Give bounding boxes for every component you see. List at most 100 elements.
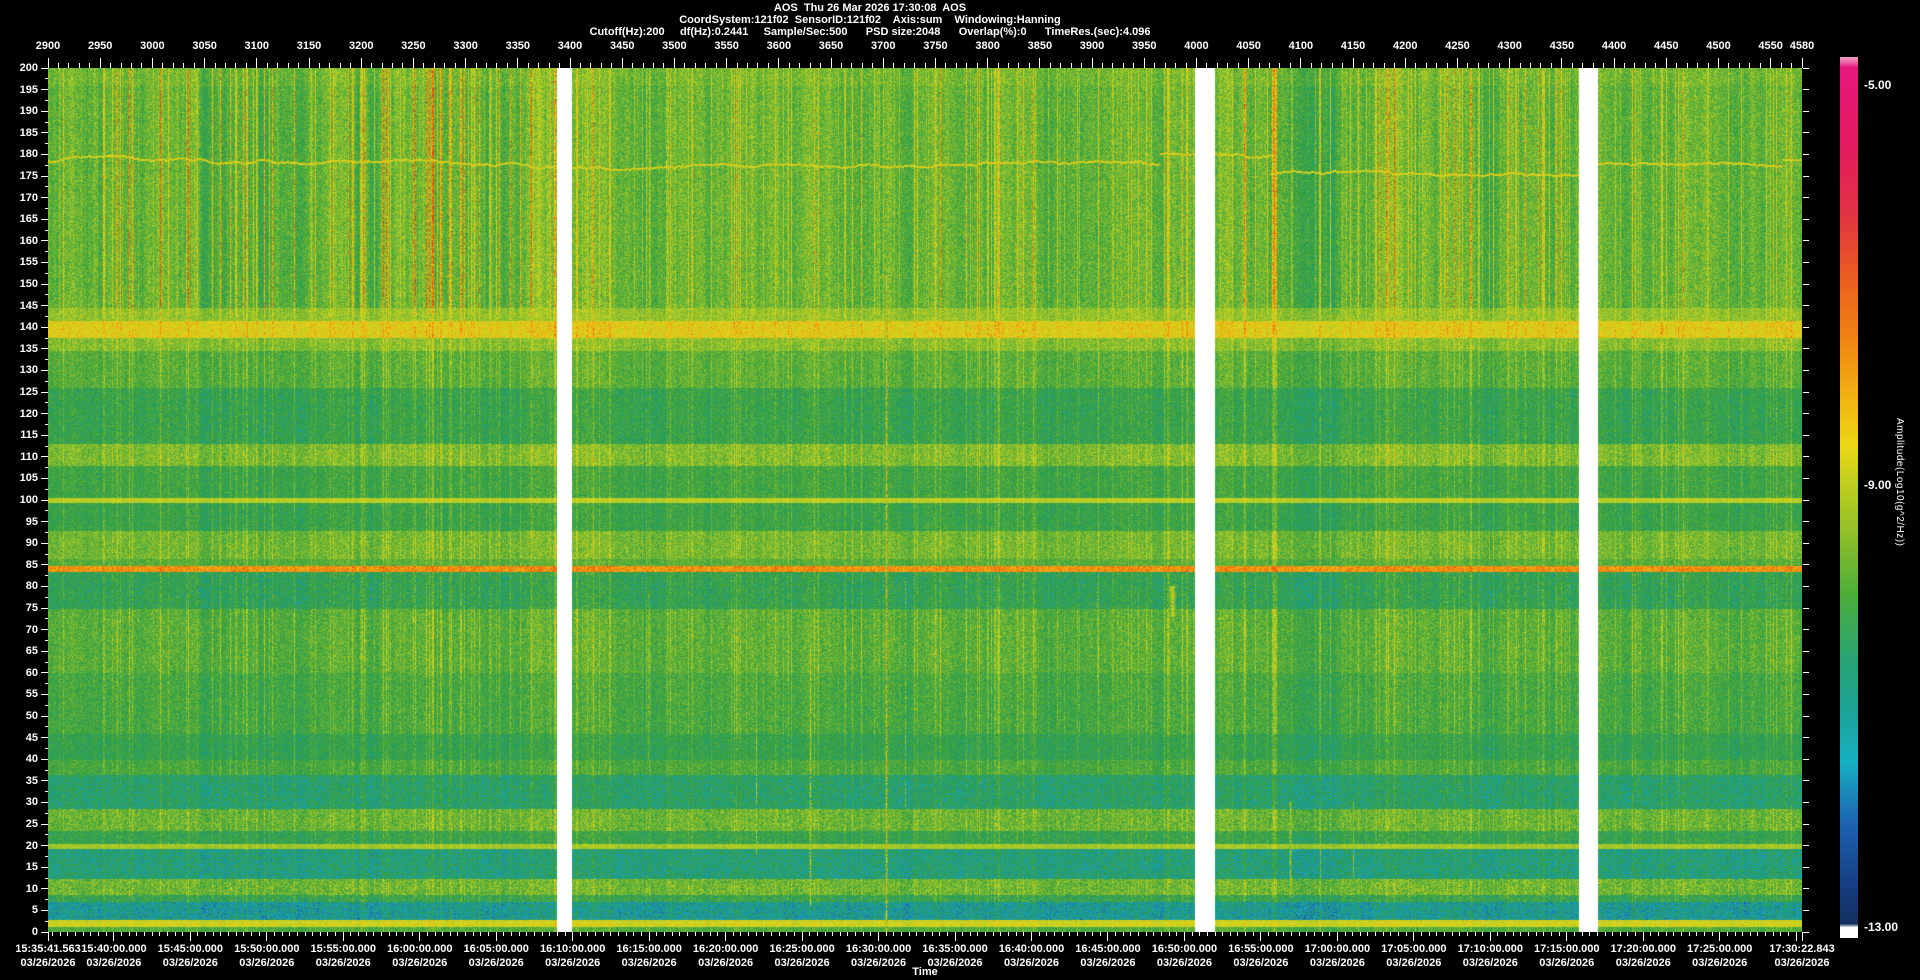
axis-tick: [45, 99, 48, 101]
axis-tick: [1803, 715, 1809, 717]
axis-tick: [786, 932, 788, 936]
axis-tick: [1425, 63, 1427, 68]
axis-tick: [1791, 63, 1793, 68]
axis-tick: [449, 932, 451, 936]
frequency-label: 40: [25, 753, 38, 766]
axis-tick: [1306, 932, 1308, 936]
axis-tick: [128, 932, 130, 936]
axis-tick: [1719, 932, 1721, 941]
axis-tick: [45, 207, 48, 209]
header: AOS Thu 26 Mar 2026 17:30:08 AOS CoordSy…: [0, 2, 1740, 38]
axis-tick: [1759, 63, 1761, 68]
axis-tick: [197, 932, 199, 936]
axis-tick: [736, 63, 738, 68]
axis-tick: [220, 932, 222, 936]
frequency-label: 75: [25, 602, 38, 614]
frequency-label: 60: [25, 666, 38, 679]
axis-tick: [266, 63, 268, 68]
axis-tick: [228, 932, 230, 936]
axis-tick: [339, 63, 341, 68]
frequency-label: 180: [19, 148, 38, 161]
axis-tick: [1734, 932, 1736, 936]
top-axis-label: 4450: [1654, 40, 1679, 52]
axis-tick: [579, 63, 581, 68]
axis-tick: [1153, 932, 1155, 936]
date-label: 03/26/2026: [392, 957, 448, 969]
top-axis-label: 3450: [609, 40, 635, 52]
frequency-label: 195: [19, 83, 38, 96]
time-label: 17:30:22.843: [1769, 943, 1835, 955]
axis-tick: [732, 932, 734, 936]
axis-tick: [1738, 63, 1740, 68]
axis-tick: [1571, 63, 1573, 68]
axis-tick: [1130, 932, 1132, 936]
top-axis-label: 4580: [1789, 40, 1815, 52]
axis-tick: [105, 932, 107, 936]
axis-tick: [847, 932, 849, 936]
axis-tick: [1122, 63, 1124, 68]
date-label: 03/26/2026: [927, 957, 983, 969]
axis-tick: [799, 63, 801, 68]
axis-tick: [684, 63, 686, 68]
axis-tick: [511, 932, 512, 936]
axis-tick: [1592, 63, 1594, 68]
axis-tick: [41, 909, 48, 911]
axis-tick: [396, 932, 398, 936]
frequency-label: 120: [19, 407, 38, 420]
axis-tick: [287, 63, 289, 68]
axis-tick: [1803, 326, 1809, 328]
date-label: 03/26/2026: [86, 957, 142, 969]
axis-tick: [1803, 845, 1809, 847]
axis-tick: [1561, 58, 1563, 68]
axis-tick: [1803, 261, 1809, 263]
time-label: 17:05:00.000: [1381, 943, 1447, 955]
frequency-label: 80: [25, 580, 38, 593]
axis-tick: [235, 932, 237, 936]
frequency-label: 140: [19, 321, 38, 334]
time-label: 17:25:00.000: [1686, 943, 1753, 955]
axis-tick: [618, 932, 620, 936]
axis-tick: [1459, 932, 1461, 936]
axis-tick: [273, 932, 275, 936]
axis-tick: [977, 932, 979, 936]
axis-tick: [41, 305, 48, 307]
date-label: 03/26/2026: [1462, 957, 1518, 969]
axis-tick: [1237, 63, 1239, 68]
axis-tick: [41, 823, 48, 825]
axis-tick: [1039, 58, 1041, 68]
axis-tick: [861, 63, 863, 68]
axis-tick: [45, 575, 48, 577]
axis-tick: [245, 63, 247, 68]
axis-tick: [872, 63, 874, 68]
axis-tick: [1655, 63, 1657, 68]
top-axis-label: 3000: [140, 40, 165, 52]
axis-tick: [747, 63, 748, 68]
axis-tick: [1707, 63, 1709, 68]
axis-tick: [1573, 932, 1575, 936]
axis-tick: [45, 488, 48, 490]
axis-tick: [1344, 932, 1346, 936]
axis-tick: [1788, 932, 1790, 936]
date-label: 03/26/2026: [1615, 957, 1671, 969]
axis-tick: [488, 932, 490, 936]
axis-tick: [1289, 63, 1291, 68]
frequency-label: 105: [19, 472, 38, 485]
axis-tick: [1604, 932, 1606, 936]
axis-tick: [526, 932, 528, 936]
axis-tick: [1680, 932, 1682, 936]
axis-tick: [1015, 932, 1017, 936]
date-label: 03/26/2026: [851, 957, 907, 969]
axis-tick: [45, 423, 48, 425]
axis-tick: [1046, 932, 1048, 936]
axis-tick: [1229, 932, 1231, 936]
axis-tick: [1175, 63, 1177, 68]
top-axis-label: 4000: [1184, 40, 1209, 52]
axis-tick: [45, 812, 48, 814]
axis-tick: [1803, 931, 1809, 933]
frequency-label: 55: [25, 688, 38, 701]
axis-tick: [671, 932, 673, 936]
axis-tick: [318, 63, 320, 68]
axis-tick: [1665, 58, 1667, 68]
top-axis-label: 3700: [870, 40, 896, 52]
axis-tick: [793, 932, 795, 936]
